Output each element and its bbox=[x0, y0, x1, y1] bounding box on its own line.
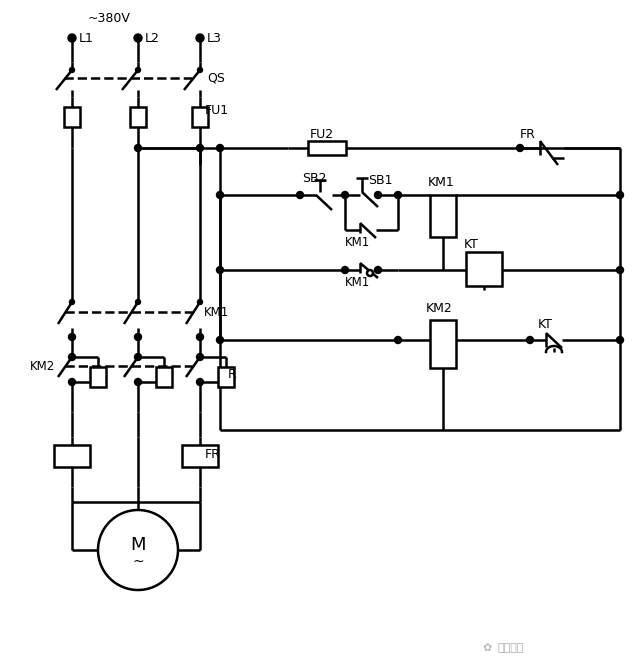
Circle shape bbox=[198, 68, 202, 72]
Circle shape bbox=[68, 34, 76, 42]
Circle shape bbox=[296, 192, 303, 198]
Text: KM1: KM1 bbox=[204, 306, 229, 318]
Text: KM1: KM1 bbox=[345, 235, 371, 249]
Circle shape bbox=[68, 379, 76, 385]
Circle shape bbox=[134, 34, 142, 42]
Text: QS: QS bbox=[207, 72, 225, 84]
Bar bbox=[90, 367, 106, 387]
Circle shape bbox=[616, 192, 623, 198]
Text: FU1: FU1 bbox=[205, 103, 229, 117]
Circle shape bbox=[198, 300, 202, 304]
Bar bbox=[54, 445, 90, 467]
Circle shape bbox=[342, 192, 349, 198]
Circle shape bbox=[134, 353, 141, 361]
Circle shape bbox=[196, 333, 204, 341]
Text: KM1: KM1 bbox=[345, 276, 371, 290]
Bar bbox=[182, 445, 218, 467]
Text: L3: L3 bbox=[207, 32, 222, 44]
Text: SB2: SB2 bbox=[302, 172, 326, 184]
Circle shape bbox=[216, 192, 223, 198]
Text: ✿: ✿ bbox=[483, 643, 496, 653]
Bar bbox=[308, 141, 346, 155]
Bar bbox=[64, 107, 80, 127]
Circle shape bbox=[394, 337, 401, 343]
Text: R: R bbox=[228, 369, 237, 381]
Bar bbox=[466, 252, 502, 286]
Text: FR: FR bbox=[205, 448, 221, 461]
Circle shape bbox=[136, 68, 141, 72]
Bar bbox=[192, 107, 208, 127]
Circle shape bbox=[394, 192, 401, 198]
Text: KM2: KM2 bbox=[30, 359, 55, 373]
Circle shape bbox=[134, 379, 141, 385]
Text: FU2: FU2 bbox=[310, 127, 334, 141]
Bar bbox=[156, 367, 172, 387]
Circle shape bbox=[374, 192, 381, 198]
Circle shape bbox=[216, 337, 223, 343]
Text: SB1: SB1 bbox=[368, 174, 392, 186]
Circle shape bbox=[68, 353, 76, 361]
Circle shape bbox=[616, 267, 623, 274]
Text: M: M bbox=[131, 536, 146, 554]
Text: ~: ~ bbox=[132, 555, 144, 569]
Text: L2: L2 bbox=[145, 32, 160, 44]
Circle shape bbox=[196, 353, 204, 361]
Circle shape bbox=[527, 337, 534, 343]
Text: 技成培训: 技成培训 bbox=[498, 643, 525, 653]
Circle shape bbox=[196, 145, 204, 152]
Circle shape bbox=[216, 145, 223, 152]
Circle shape bbox=[516, 145, 524, 152]
Circle shape bbox=[70, 300, 74, 304]
Bar bbox=[430, 320, 456, 368]
Circle shape bbox=[374, 267, 381, 274]
Text: FR: FR bbox=[520, 127, 536, 141]
Text: KM1: KM1 bbox=[428, 176, 455, 190]
Bar bbox=[130, 107, 146, 127]
Circle shape bbox=[216, 267, 223, 274]
Text: ~380V: ~380V bbox=[88, 11, 131, 25]
Circle shape bbox=[196, 379, 204, 385]
Circle shape bbox=[134, 145, 141, 152]
Bar bbox=[218, 367, 234, 387]
Text: KT: KT bbox=[538, 318, 553, 332]
Text: L1: L1 bbox=[79, 32, 94, 44]
Text: KT: KT bbox=[464, 237, 479, 251]
Bar bbox=[430, 195, 456, 237]
Circle shape bbox=[342, 267, 349, 274]
Circle shape bbox=[134, 333, 141, 341]
Circle shape bbox=[68, 333, 76, 341]
Circle shape bbox=[136, 300, 141, 304]
Text: KM2: KM2 bbox=[426, 302, 452, 314]
Circle shape bbox=[367, 270, 373, 276]
Circle shape bbox=[196, 34, 204, 42]
Circle shape bbox=[70, 68, 74, 72]
Circle shape bbox=[616, 337, 623, 343]
